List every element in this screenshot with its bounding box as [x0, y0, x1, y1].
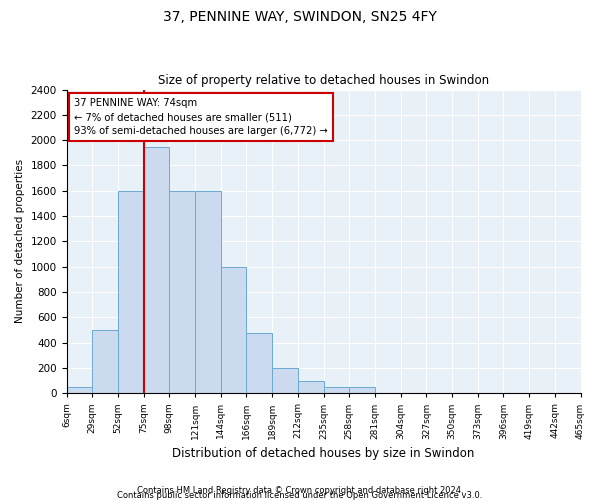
Text: Contains public sector information licensed under the Open Government Licence v3: Contains public sector information licen… [118, 490, 482, 500]
Bar [67, 387, 92, 394]
Bar [323, 387, 349, 394]
Bar [92, 330, 118, 394]
X-axis label: Distribution of detached houses by size in Swindon: Distribution of detached houses by size … [172, 447, 475, 460]
Bar [221, 266, 247, 394]
Text: Contains HM Land Registry data © Crown copyright and database right 2024.: Contains HM Land Registry data © Crown c… [137, 486, 463, 495]
Bar [118, 191, 143, 394]
Bar [298, 380, 323, 394]
Y-axis label: Number of detached properties: Number of detached properties [15, 160, 25, 324]
Bar [349, 387, 375, 394]
Bar [247, 332, 272, 394]
Bar [272, 368, 298, 394]
Bar [143, 146, 169, 394]
Bar [195, 191, 221, 394]
Bar [169, 191, 195, 394]
Text: 37 PENNINE WAY: 74sqm
← 7% of detached houses are smaller (511)
93% of semi-deta: 37 PENNINE WAY: 74sqm ← 7% of detached h… [74, 98, 328, 136]
Text: 37, PENNINE WAY, SWINDON, SN25 4FY: 37, PENNINE WAY, SWINDON, SN25 4FY [163, 10, 437, 24]
Title: Size of property relative to detached houses in Swindon: Size of property relative to detached ho… [158, 74, 489, 87]
